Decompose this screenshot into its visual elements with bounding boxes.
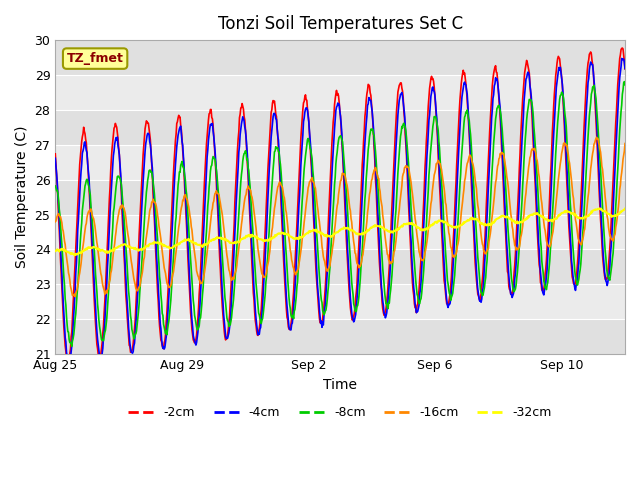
Bar [55, 75, 625, 110]
Bar [55, 250, 625, 284]
Bar [55, 40, 625, 75]
Bar [55, 145, 625, 180]
Legend: -2cm, -4cm, -8cm, -16cm, -32cm: -2cm, -4cm, -8cm, -16cm, -32cm [124, 401, 557, 424]
Title: Tonzi Soil Temperatures Set C: Tonzi Soil Temperatures Set C [218, 15, 463, 33]
Bar [55, 319, 625, 354]
Bar [55, 284, 625, 319]
X-axis label: Time: Time [323, 377, 357, 392]
Bar [55, 215, 625, 250]
Y-axis label: Soil Temperature (C): Soil Temperature (C) [15, 126, 29, 268]
Bar [55, 110, 625, 145]
Bar [55, 180, 625, 215]
Text: TZ_fmet: TZ_fmet [67, 52, 124, 65]
